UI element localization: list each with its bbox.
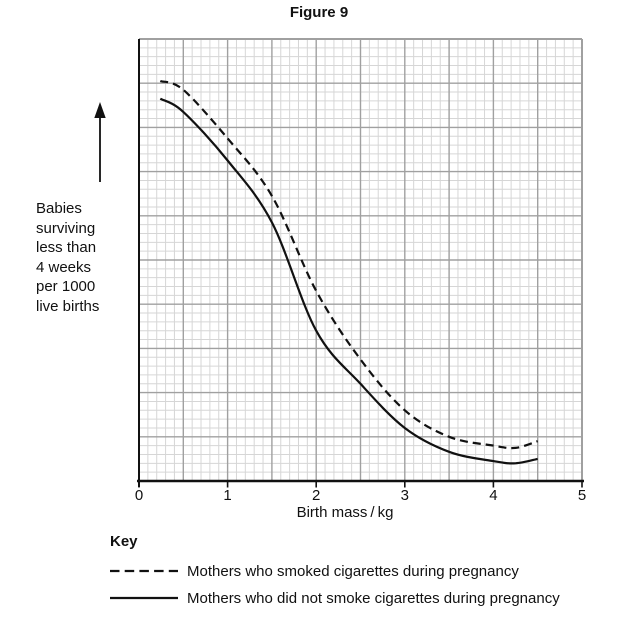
x-tick-label: 2 [312, 487, 321, 504]
x-axis-label: Birth mass / kg [296, 504, 394, 521]
plot-grid [139, 38, 583, 481]
x-tick-label: 4 [489, 487, 498, 504]
key-solid-sample [110, 596, 178, 600]
curve-non-smokers-solid [159, 97, 538, 465]
y-axis-label: Babies surviving less than 4 weeks per 1… [36, 199, 99, 317]
y-axis-label-line: per 1000 [36, 278, 96, 296]
key-entry-label: Mothers who smoked cigarettes during pre… [187, 562, 519, 580]
y-axis-label-line: Babies [36, 200, 82, 217]
x-tick-label: 5 [577, 487, 587, 504]
key-dashed-sample [110, 569, 178, 573]
y-axis-label-line: live births [36, 297, 100, 315]
x-tick-label: 1 [223, 487, 232, 504]
figure-title: Figure 9 [289, 4, 349, 21]
key-entry-smokers: Mothers who smoked cigarettes during pre… [110, 562, 519, 580]
x-tick-label: 0 [134, 487, 144, 504]
y-axis-label-line: 4 weeks [36, 258, 92, 276]
key-entry-label: Mothers who did not smoke cigarettes dur… [187, 589, 560, 607]
y-axis-label-line: surviving [36, 219, 96, 237]
y-axis-label-line: less than [36, 239, 97, 257]
up-arrow-icon [94, 102, 106, 182]
x-tick-label: 3 [400, 487, 409, 504]
key-title: Key [110, 533, 138, 550]
key-entry-non-smokers: Mothers who did not smoke cigarettes dur… [110, 589, 560, 607]
